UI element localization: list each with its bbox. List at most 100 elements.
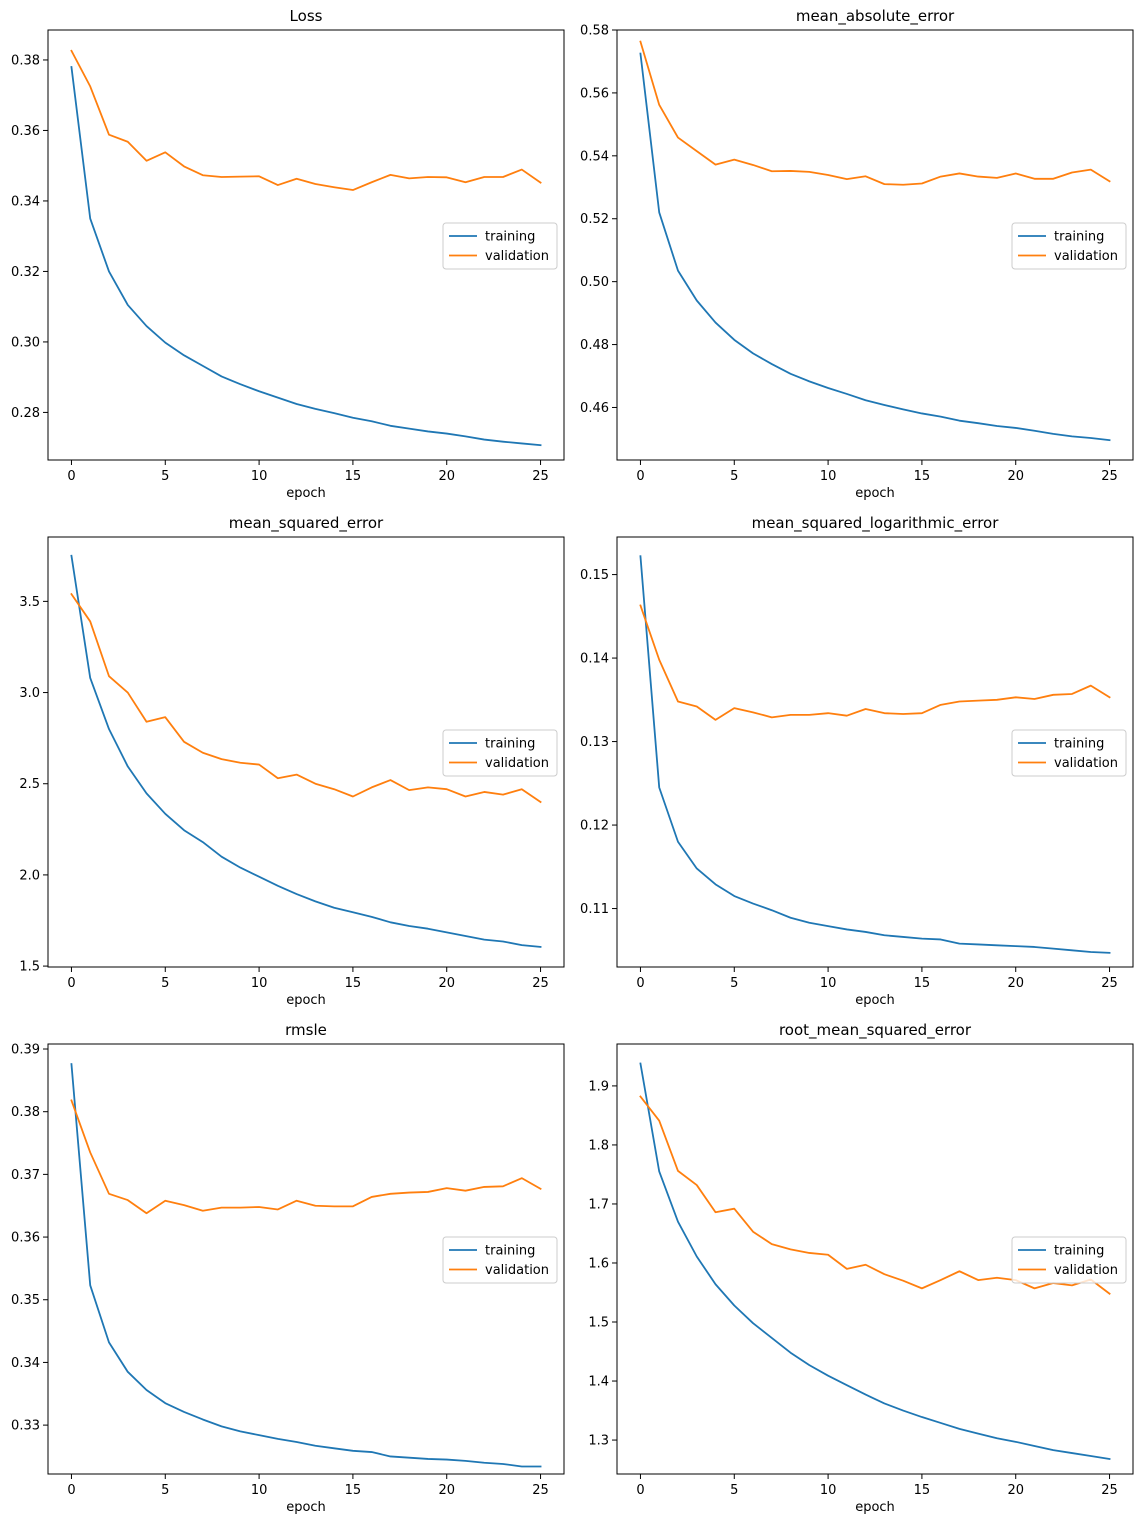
series-line-validation	[70, 49, 542, 191]
legend: training validation	[1011, 1236, 1127, 1284]
series-line-validation	[639, 40, 1111, 186]
y-tick-label: 0.52	[580, 212, 609, 227]
x-axis-label: epoch	[286, 486, 326, 501]
x-tick-label: 15	[914, 469, 931, 484]
chart-title: Loss	[290, 7, 323, 25]
x-tick-label: 10	[251, 469, 268, 484]
x-tick-label: 25	[1101, 469, 1118, 484]
chart-title: rmsle	[285, 1021, 327, 1039]
x-tick-label: 20	[1007, 469, 1024, 484]
series-line-training	[639, 555, 1111, 954]
legend-label-validation: validation	[485, 756, 549, 771]
chart-panel-6: root_mean_squared_error 0 5 10 15 20 25 1.3 1.4 1…	[588, 1021, 1134, 1515]
legend-label-training: training	[485, 1244, 535, 1259]
chart-title: root_mean_squared_error	[779, 1021, 972, 1040]
x-tick-label: 15	[345, 469, 362, 484]
chart-panel-1: Loss 0 5 10 15 20 25 0.28 0.30 0.32 0.34 0.36 0.38 ep…	[11, 7, 565, 501]
axes-frame	[616, 1043, 1134, 1475]
y-tick-label: 3.5	[19, 595, 40, 610]
x-tick-label: 5	[161, 469, 169, 484]
legend-label-training: training	[1054, 1244, 1104, 1259]
legend-label-validation: validation	[485, 249, 549, 264]
x-tick-label: 0	[67, 1483, 75, 1498]
y-tick-label: 0.36	[11, 124, 40, 139]
legend: training validation	[1011, 222, 1127, 270]
y-tick-label: 0.39	[11, 1043, 40, 1058]
y-tick-label: 0.36	[11, 1231, 40, 1246]
legend-box	[442, 1236, 558, 1284]
x-axis-label: epoch	[855, 1500, 895, 1515]
x-tick-label: 5	[730, 1483, 738, 1498]
x-tick-label: 20	[1007, 976, 1024, 991]
legend-box	[1011, 1236, 1127, 1284]
y-tick-label: 2.5	[19, 777, 40, 792]
legend-label-validation: validation	[1054, 756, 1118, 771]
x-tick-label: 25	[1101, 976, 1118, 991]
x-tick-label: 25	[532, 469, 549, 484]
x-tick-label: 15	[914, 1483, 931, 1498]
legend: training validation	[442, 729, 558, 777]
x-tick-label: 10	[251, 1483, 268, 1498]
legend-label-training: training	[485, 230, 535, 245]
series-line-training	[639, 1062, 1111, 1460]
y-tick-label: 1.4	[588, 1375, 609, 1390]
x-tick-label: 10	[820, 976, 837, 991]
legend-label-training: training	[1054, 230, 1104, 245]
y-tick-label: 0.38	[11, 53, 40, 68]
y-tick-label: 0.46	[580, 401, 609, 416]
legend-label-validation: validation	[1054, 1263, 1118, 1278]
axes-frame	[47, 29, 565, 461]
series-line-training	[70, 1063, 542, 1468]
series-line-validation	[639, 1095, 1111, 1295]
y-tick-label: 0.32	[11, 265, 40, 280]
axes-frame	[616, 29, 1134, 461]
legend-label-training: training	[1054, 737, 1104, 752]
x-tick-label: 0	[636, 469, 644, 484]
y-tick-label: 0.12	[580, 819, 609, 834]
legend: training validation	[1011, 729, 1127, 777]
x-tick-label: 20	[438, 469, 455, 484]
y-tick-label: 1.5	[588, 1316, 609, 1331]
y-tick-label: 0.34	[11, 1356, 40, 1371]
y-tick-label: 0.13	[580, 735, 609, 750]
x-tick-label: 10	[251, 976, 268, 991]
x-tick-label: 20	[438, 1483, 455, 1498]
chart-panel-3: mean_squared_error 0 5 10 15 20 25 1.5 2.0 2.5 3.0…	[19, 514, 565, 1008]
legend-box	[442, 729, 558, 777]
series-line-training	[639, 52, 1111, 442]
x-tick-label: 15	[345, 976, 362, 991]
chart-panel-2: mean_absolute_error 0 5 10 15 20 25 0.46 0.48 0.5…	[580, 7, 1134, 501]
y-tick-label: 0.58	[580, 24, 609, 39]
x-tick-label: 5	[161, 1483, 169, 1498]
series-line-validation	[70, 1099, 542, 1215]
axes-frame	[47, 1043, 565, 1475]
series-line-validation	[639, 604, 1111, 721]
x-axis-label: epoch	[286, 1500, 326, 1515]
y-tick-label: 0.28	[11, 406, 40, 421]
x-tick-label: 10	[820, 469, 837, 484]
legend-box	[1011, 729, 1127, 777]
x-tick-label: 25	[1101, 1483, 1118, 1498]
x-tick-label: 5	[161, 976, 169, 991]
axes-frame	[616, 536, 1134, 968]
series-line-training	[70, 554, 542, 948]
chart-title: mean_squared_logarithmic_error	[752, 514, 1000, 533]
legend-box	[1011, 222, 1127, 270]
x-tick-label: 15	[345, 1483, 362, 1498]
x-tick-label: 0	[636, 1483, 644, 1498]
y-tick-label: 1.8	[588, 1138, 609, 1153]
legend-box	[442, 222, 558, 270]
y-tick-label: 0.34	[11, 194, 40, 209]
y-tick-label: 1.3	[588, 1434, 609, 1449]
axes-frame	[47, 536, 565, 968]
y-tick-label: 0.14	[580, 652, 609, 667]
x-axis-label: epoch	[286, 993, 326, 1008]
y-tick-label: 3.0	[19, 686, 40, 701]
legend: training validation	[442, 1236, 558, 1284]
legend: training validation	[442, 222, 558, 270]
y-tick-label: 1.7	[588, 1197, 609, 1212]
series-line-training	[70, 66, 542, 447]
legend-label-validation: validation	[1054, 249, 1118, 264]
